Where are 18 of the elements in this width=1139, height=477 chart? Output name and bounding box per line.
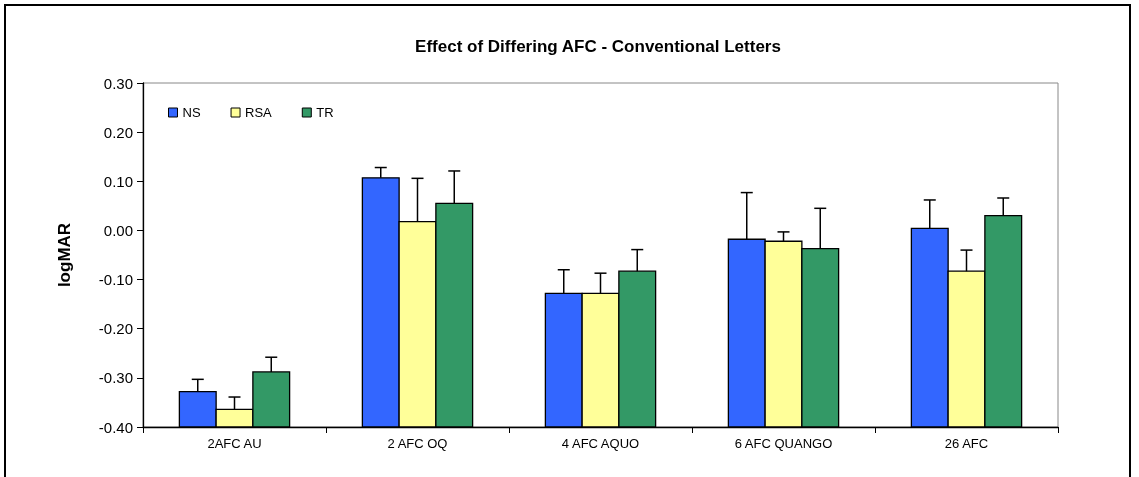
y-tick-label: 0.30 — [103, 74, 133, 92]
legend-label: RSA — [245, 105, 273, 120]
x-tick-label: 2 AFC OQ — [387, 436, 448, 451]
chart-title: Effect of Differing AFC - Conventional Letters — [415, 37, 781, 56]
x-tick-label: 2AFC AU — [207, 436, 262, 451]
y-tick-label: 0.20 — [103, 123, 133, 141]
x-tick-label: 26 AFC — [944, 436, 989, 451]
y-axis-title: logMAR — [55, 222, 74, 288]
x-tick-label: 4 AFC AQUO — [561, 436, 640, 451]
y-tick-label: 0.00 — [103, 221, 133, 239]
y-tick-label: -0.20 — [98, 320, 133, 338]
legend-label: NS — [182, 105, 201, 120]
y-tick-label: -0.10 — [98, 271, 133, 289]
legend-label: TR — [316, 105, 334, 120]
y-tick-label: -0.40 — [98, 418, 133, 436]
y-tick-label: -0.30 — [98, 369, 133, 387]
y-tick-label: 0.10 — [103, 172, 133, 190]
x-tick-label: 6 AFC QUANGO — [734, 436, 833, 451]
